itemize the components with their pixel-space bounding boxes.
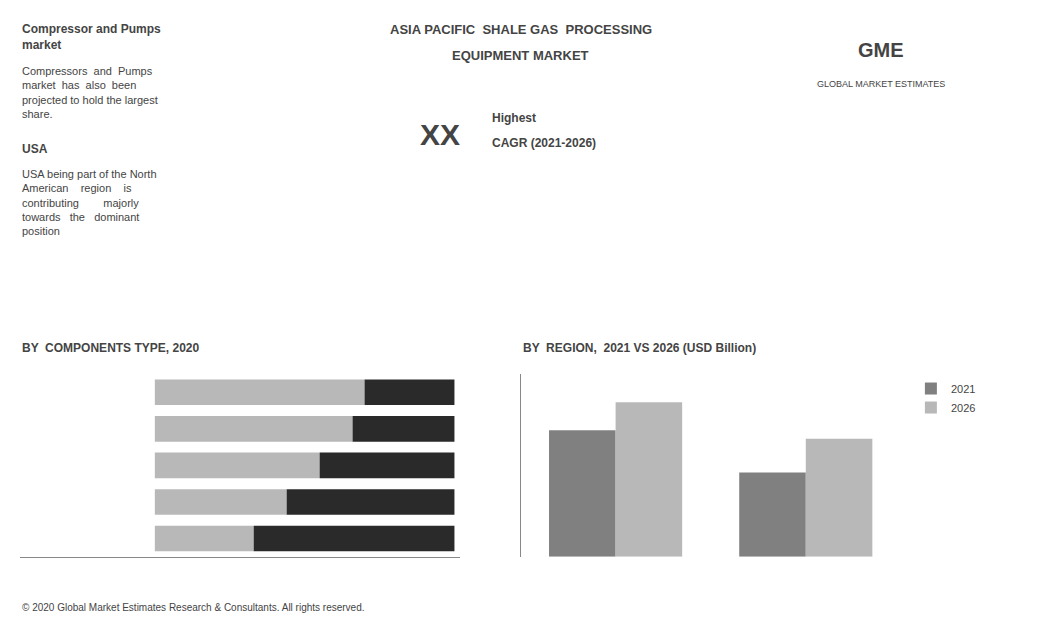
svg-text:Highest: Highest xyxy=(492,111,536,125)
svg-text:BY REGION, 2021 VS 2026 (USD: BY REGION, 2021 VS 2026 (USD Billion) xyxy=(523,341,756,355)
svg-text:Compressors and Pumpsmarket: Compressors and Pumpsmarket has also bee… xyxy=(22,65,158,120)
svg-text:ASIA PACIFIC SHALE GAS PROCE: ASIA PACIFIC SHALE GAS PROCESSING xyxy=(390,22,652,37)
svg-text:GLOBAL MARKET ESTIMATES: GLOBAL MARKET ESTIMATES xyxy=(817,79,945,89)
svg-text:XX: XX xyxy=(420,118,460,151)
svg-text:2026: 2026 xyxy=(951,402,975,414)
svg-text:USA being part of the NorthAme: USA being part of the NorthAmerican regi… xyxy=(22,168,157,237)
svg-text:USA: USA xyxy=(22,142,48,156)
svg-text:Compressor and Pumpsmarket: Compressor and Pumpsmarket xyxy=(22,22,161,52)
svg-text:© 2020 Global Market Estimates: © 2020 Global Market Estimates Research … xyxy=(22,602,365,613)
svg-text:EQUIPMENT MARKET: EQUIPMENT MARKET xyxy=(452,48,589,63)
svg-text:GME: GME xyxy=(858,39,904,61)
svg-text:2021: 2021 xyxy=(951,383,975,395)
svg-text:CAGR (2021-2026): CAGR (2021-2026) xyxy=(492,136,596,150)
svg-text:BY COMPONENTS TYPE, 2020: BY COMPONENTS TYPE, 2020 xyxy=(22,341,199,355)
